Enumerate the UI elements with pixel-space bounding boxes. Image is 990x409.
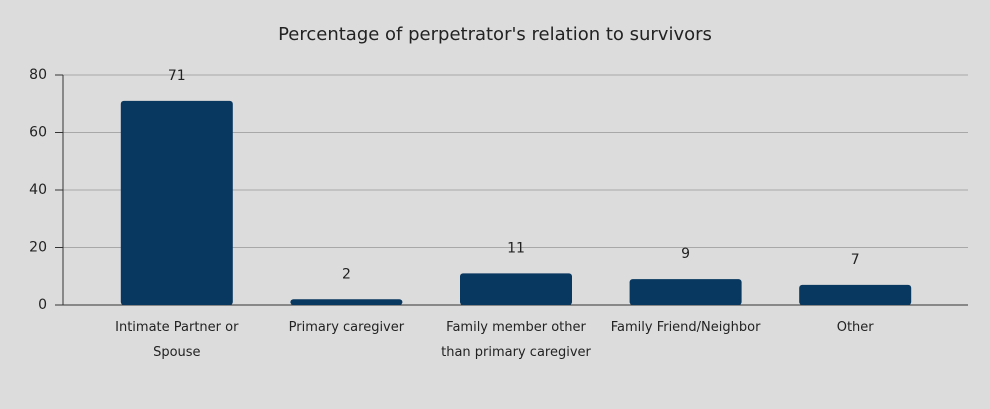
bar [120, 100, 233, 305]
chart-title: Percentage of perpetrator's relation to … [278, 24, 712, 45]
x-tick-label: Family member other than primary caregiv… [441, 320, 591, 360]
data-label: 11 [507, 240, 525, 256]
y-tick-label: 60 [29, 125, 47, 141]
bar [460, 273, 572, 305]
x-tick-label: Intimate Partner or Spouse [115, 320, 239, 360]
x-tick-label: Primary caregiver [288, 320, 405, 335]
data-label: 2 [342, 266, 351, 282]
data-label: 71 [168, 68, 186, 84]
bar [290, 299, 403, 305]
x-tick-label: Other [836, 320, 874, 335]
x-tick-label: Family Friend/Neighbor [610, 320, 761, 335]
y-tick-label: 80 [29, 67, 47, 83]
data-label: 7 [851, 252, 860, 268]
y-tick-label: 20 [29, 240, 47, 256]
y-tick-label: 40 [29, 182, 47, 198]
bar [629, 279, 742, 305]
y-tick-label: 0 [38, 297, 47, 313]
bar [799, 284, 912, 305]
data-label: 9 [681, 246, 690, 262]
